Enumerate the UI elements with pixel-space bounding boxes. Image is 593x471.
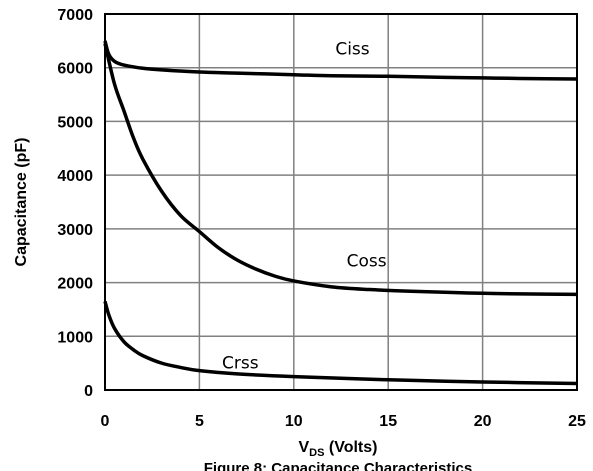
series-line-crss [103, 300, 578, 386]
series-line-coss [103, 43, 578, 297]
x-tick-label: 10 [285, 413, 303, 430]
y-tick-label: 6000 [57, 61, 93, 78]
series-lines [103, 40, 578, 386]
plot-area-frame [104, 13, 578, 391]
series-label-ciss: Ciss [335, 39, 369, 59]
x-tick-labels: 0 5 10 15 20 25 [101, 413, 586, 430]
series-labels: Ciss Coss Crss [222, 39, 387, 373]
y-tick-label: 2000 [57, 276, 93, 293]
series-label-coss: Coss [347, 251, 387, 271]
y-tick-labels: 0 1000 2000 3000 4000 5000 6000 7000 [57, 7, 93, 400]
series-line-ciss [103, 40, 578, 81]
x-axis-title-main: V [299, 439, 310, 456]
y-axis-title: Capacitance (pF) [13, 138, 30, 267]
x-tick-label: 15 [379, 413, 397, 430]
y-tick-label: 7000 [57, 7, 93, 24]
x-tick-label: 20 [474, 413, 492, 430]
x-tick-label: 0 [101, 413, 110, 430]
x-axis-title-unit: (Volts) [324, 439, 377, 456]
x-axis-title-subscript: DS [309, 447, 324, 459]
y-tick-label: 1000 [57, 329, 93, 346]
x-axis-title: VDS (Volts) [299, 439, 378, 459]
y-tick-label: 4000 [57, 168, 93, 185]
x-tick-label: 5 [195, 413, 204, 430]
y-tick-label: 3000 [57, 222, 93, 239]
series-label-crss: Crss [222, 354, 259, 374]
figure-caption: Figure 8: Capacitance Characteristics [204, 460, 472, 471]
x-tick-label: 25 [568, 413, 586, 430]
y-tick-label: 0 [84, 383, 93, 400]
y-tick-label: 5000 [57, 114, 93, 131]
